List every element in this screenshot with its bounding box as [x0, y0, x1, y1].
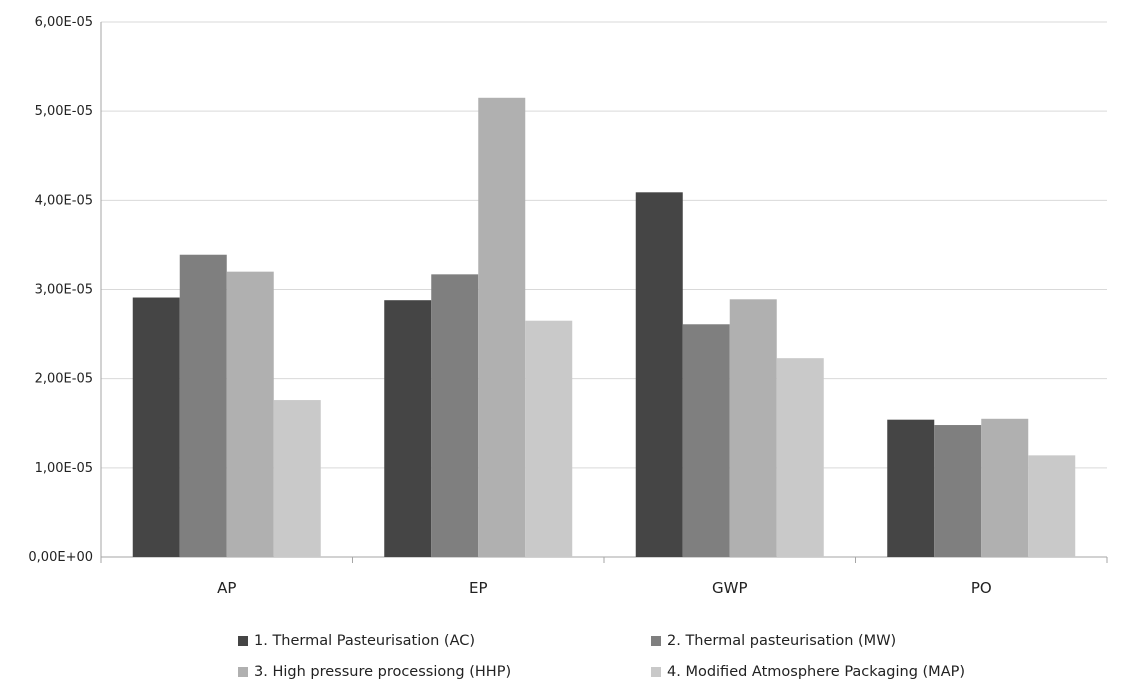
bar-gwp-series-4: [776, 358, 824, 557]
x-tick-label: GWP: [712, 579, 748, 597]
x-tick-label: PO: [971, 579, 992, 597]
legend-label-series-3: 3. High pressure processiong (HHP): [254, 664, 512, 680]
bar-ep-series-4: [525, 320, 573, 557]
legend-label-series-2: 2. Thermal pasteurisation (MW): [667, 633, 897, 649]
legend-swatch-series-2: [651, 636, 661, 646]
y-tick-label: 0,00E+00: [28, 550, 93, 565]
legend-swatch-series-1: [238, 636, 248, 646]
legend-item-series-1: 1. Thermal Pasteurisation (AC): [238, 633, 475, 649]
bar-ap-series-2: [179, 254, 227, 557]
y-tick-label: 2,00E-05: [35, 372, 93, 387]
bar-ap-series-4: [273, 400, 321, 557]
y-tick-label: 1,00E-05: [35, 461, 93, 476]
legend-item-series-2: 2. Thermal pasteurisation (MW): [651, 633, 896, 649]
bar-gwp-series-2: [682, 324, 730, 557]
bar-ep-series-3: [478, 97, 526, 558]
bar-ep-series-1: [384, 300, 432, 557]
bar-po-series-4: [1028, 455, 1076, 557]
x-tick-label: EP: [469, 579, 488, 597]
bar-po-series-3: [981, 418, 1029, 557]
legend-label-series-4: 4. Modified Atmosphere Packaging (MAP): [667, 664, 966, 680]
bar-ep-series-2: [431, 274, 479, 557]
x-tick-label: AP: [217, 579, 236, 597]
y-tick-label: 4,00E-05: [35, 193, 93, 208]
bar-po-series-2: [934, 425, 982, 557]
bar-ap-series-3: [226, 271, 274, 557]
legend-item-series-3: 3. High pressure processiong (HHP): [238, 664, 511, 680]
legend-swatch-series-4: [651, 667, 661, 677]
legend-swatch-series-3: [238, 667, 248, 677]
bar-po-series-1: [887, 419, 935, 557]
y-tick-label: 5,00E-05: [35, 104, 93, 119]
legend-item-series-4: 4. Modified Atmosphere Packaging (MAP): [651, 664, 965, 680]
y-tick-label: 3,00E-05: [35, 283, 93, 298]
y-tick-label: 6,00E-05: [35, 15, 93, 30]
legend-label-series-1: 1. Thermal Pasteurisation (AC): [254, 633, 476, 649]
bar-ap-series-1: [132, 297, 180, 557]
bar-gwp-series-1: [635, 192, 683, 557]
bar-gwp-series-3: [729, 299, 777, 557]
